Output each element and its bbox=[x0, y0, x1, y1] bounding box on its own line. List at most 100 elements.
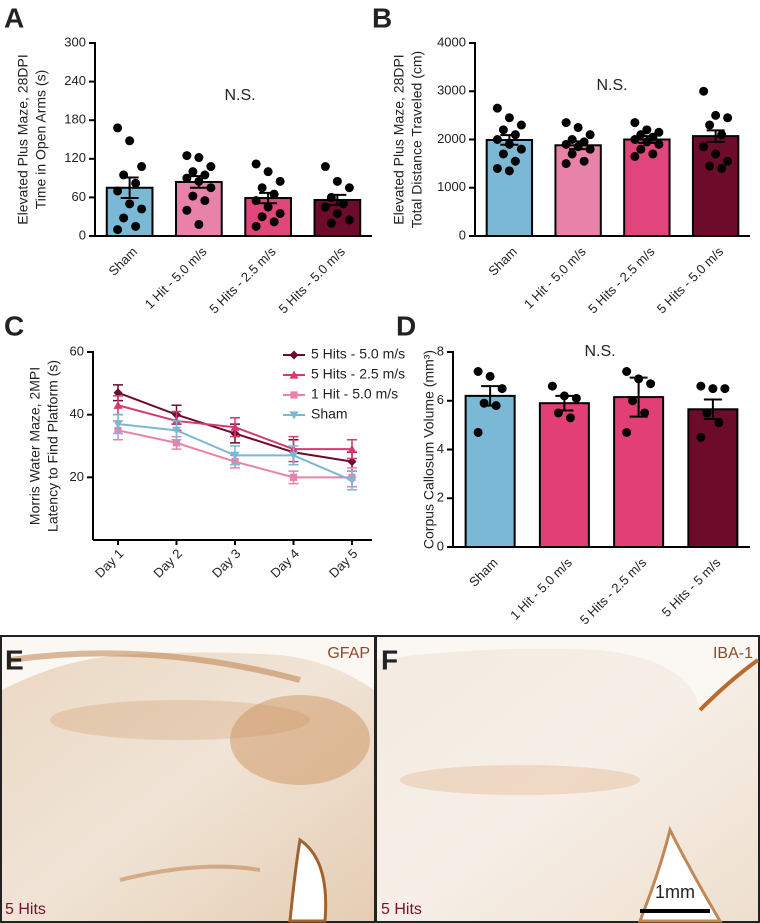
y-tick-label: 0 bbox=[437, 538, 444, 553]
data-point bbox=[579, 156, 589, 166]
x-tick-label: Sham bbox=[106, 244, 141, 279]
data-point bbox=[699, 86, 709, 96]
marker bbox=[347, 457, 357, 467]
data-point bbox=[630, 151, 640, 161]
legend-marker bbox=[289, 350, 299, 360]
y-tick-label: 60 bbox=[70, 343, 84, 358]
marker bbox=[347, 476, 357, 485]
y-axis-label: Total Distance Traveled (cm) bbox=[409, 51, 425, 228]
panel-letter: A bbox=[4, 2, 24, 33]
data-point bbox=[642, 137, 652, 147]
marker bbox=[172, 426, 181, 435]
data-point bbox=[634, 374, 644, 384]
y-axis-label: Corpus Callosum Volume (mm³) bbox=[421, 350, 437, 549]
marker bbox=[113, 400, 123, 409]
bar bbox=[687, 408, 739, 548]
data-point bbox=[573, 142, 583, 152]
bar bbox=[538, 402, 590, 548]
data-point bbox=[654, 139, 664, 149]
micrograph-e bbox=[0, 635, 376, 923]
data-point bbox=[642, 125, 652, 135]
data-point bbox=[326, 192, 336, 202]
data-point bbox=[194, 219, 204, 229]
data-point bbox=[636, 144, 646, 154]
data-point bbox=[182, 173, 192, 183]
data-point bbox=[579, 137, 589, 147]
data-point bbox=[491, 401, 501, 411]
bar bbox=[485, 138, 534, 237]
group-label: 5 Hits bbox=[5, 901, 46, 918]
data-point bbox=[723, 156, 733, 166]
y-axis-label: Elevated Plus Maze, 28DPI bbox=[391, 54, 407, 224]
data-point bbox=[636, 130, 646, 140]
data-point bbox=[194, 153, 204, 163]
data-point bbox=[131, 178, 141, 188]
marker bbox=[289, 473, 298, 481]
data-point bbox=[332, 208, 342, 218]
x-tick-label: 5 Hits - 5.0 m/s bbox=[654, 244, 727, 317]
panel-letter: F bbox=[381, 644, 398, 675]
data-point bbox=[257, 212, 267, 222]
bar bbox=[244, 197, 292, 237]
marker bbox=[113, 420, 123, 429]
x-tick-label: 1 Hit - 5.0 m/s bbox=[507, 555, 575, 623]
legend-marker bbox=[290, 391, 298, 399]
data-point bbox=[131, 221, 141, 231]
data-point bbox=[251, 196, 261, 206]
data-point bbox=[561, 118, 571, 128]
legend-label: 5 Hits - 5.0 m/s bbox=[311, 346, 405, 362]
data-point bbox=[206, 183, 216, 193]
data-point bbox=[705, 120, 715, 130]
data-point bbox=[622, 367, 632, 376]
panel-letter: D bbox=[396, 310, 416, 341]
data-point bbox=[699, 142, 709, 152]
data-point bbox=[125, 199, 135, 209]
y-tick-label: 3000 bbox=[437, 83, 466, 98]
legend-marker bbox=[289, 411, 299, 420]
data-point bbox=[200, 196, 210, 206]
y-tick-label: 120 bbox=[64, 150, 86, 165]
data-point bbox=[504, 113, 514, 123]
y-axis-label: Time in Open Arms (s) bbox=[33, 70, 49, 210]
y-tick-label: 1000 bbox=[437, 179, 466, 194]
data-point bbox=[565, 413, 575, 423]
data-point bbox=[498, 149, 508, 159]
data-point bbox=[646, 379, 656, 389]
data-point bbox=[504, 166, 514, 176]
data-point bbox=[320, 202, 330, 212]
marker bbox=[172, 439, 181, 447]
legend-label: Sham bbox=[311, 406, 348, 422]
y-tick-label: 60 bbox=[72, 189, 86, 204]
y-tick-label: 4 bbox=[437, 441, 444, 456]
x-tick-label: 1 Hit - 5.0 m/s bbox=[521, 244, 589, 312]
data-point bbox=[492, 163, 502, 173]
x-tick-label: Sham bbox=[466, 555, 501, 590]
data-point bbox=[516, 144, 526, 154]
data-point bbox=[711, 149, 721, 159]
y-tick-label: 300 bbox=[64, 34, 86, 49]
data-point bbox=[696, 432, 706, 442]
y-tick-label: 2 bbox=[437, 490, 444, 505]
x-tick-label: 5 Hits - 2.5 m/s bbox=[577, 555, 650, 628]
data-point bbox=[194, 176, 204, 186]
data-point bbox=[630, 135, 640, 144]
x-tick-label: 5 Hits - 2.5 m/s bbox=[585, 244, 658, 317]
marker bbox=[230, 451, 240, 460]
data-point bbox=[708, 384, 718, 394]
data-point bbox=[567, 149, 577, 159]
x-tick-label: Day 5 bbox=[326, 546, 361, 581]
data-point bbox=[263, 202, 273, 212]
data-point bbox=[200, 170, 210, 180]
data-point bbox=[344, 183, 354, 193]
data-point bbox=[504, 139, 514, 149]
data-point bbox=[182, 151, 192, 161]
y-tick-label: 6 bbox=[437, 392, 444, 407]
group-label: 5 Hits bbox=[381, 901, 422, 918]
x-tick-label: 5 Hits - 2.5 m/s bbox=[206, 244, 279, 317]
data-point bbox=[497, 384, 507, 394]
data-point bbox=[630, 118, 640, 128]
marker bbox=[113, 388, 123, 398]
data-point bbox=[137, 204, 147, 214]
data-point bbox=[332, 176, 342, 186]
data-point bbox=[622, 427, 632, 437]
